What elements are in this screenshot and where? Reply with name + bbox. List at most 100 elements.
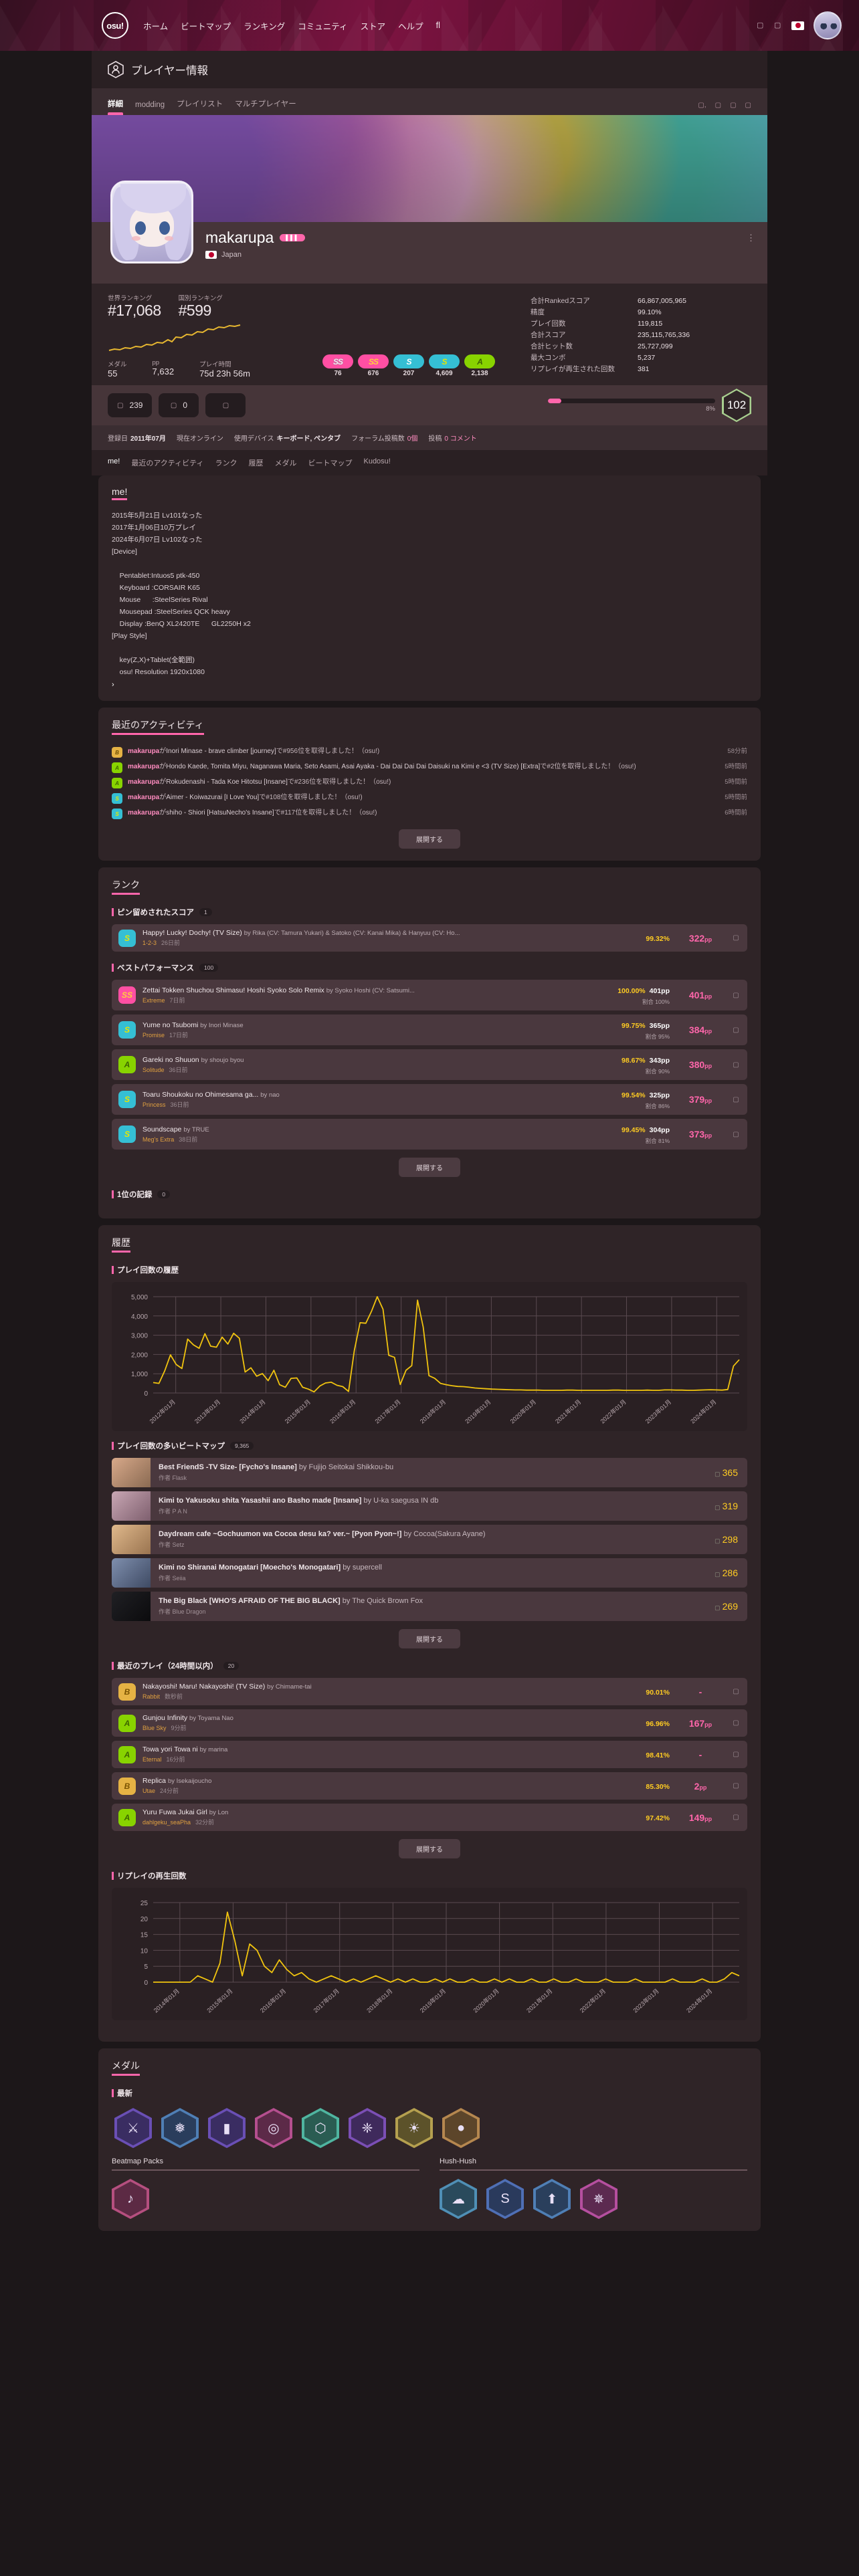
score-row[interactable]: B Nakayoshi! Maru! Nakayoshi! (TV Size) b…	[112, 1678, 747, 1706]
nav-item-store[interactable]: ストア	[360, 21, 386, 31]
svg-text:2013年01月: 2013年01月	[193, 1398, 221, 1424]
tab-playlists[interactable]: プレイリスト	[177, 100, 223, 108]
list-item[interactable]: Daydream cafe ~Gochuumon wa Cocoa desu k…	[112, 1525, 747, 1555]
pack-medal-1-icon[interactable]: ♪	[112, 2179, 149, 2220]
download-replay-icon[interactable]: ▢	[733, 1751, 739, 1759]
list-item[interactable]: Kimi to Yakusoku shita Yasashii ano Bash…	[112, 1491, 747, 1521]
score-grade-badge: S	[118, 1091, 136, 1109]
chevron-right-icon[interactable]: ›	[112, 681, 114, 689]
list-item[interactable]: Best FriendS -TV Size- [Fycho's Insane] …	[112, 1458, 747, 1488]
pp-stat-label: pp	[152, 359, 160, 367]
comments-pill[interactable]: ▢ 0	[159, 393, 199, 418]
registered-value: 2011年07月	[130, 435, 166, 443]
sidebar-item-history[interactable]: 履歴	[248, 459, 264, 468]
sidebar-item-kudosu[interactable]: Kudosu!	[363, 457, 391, 466]
sidebar-item-recent-activity[interactable]: 最近のアクティビティ	[131, 459, 204, 468]
nav-item-extra[interactable]: fl	[436, 21, 440, 30]
supporter-badge[interactable]: ▌▌▌	[280, 234, 306, 241]
score-row[interactable]: A Towa yori Towa ni by marina Eternal 16分前 9…	[112, 1741, 747, 1769]
score-row[interactable]: S Toaru Shoukoku no Ohimesama ga... by na…	[112, 1084, 747, 1115]
download-replay-icon[interactable]: ▢	[733, 1688, 739, 1696]
medal-gem-icon[interactable]: ⬡	[302, 2108, 339, 2149]
medal-scroll-icon[interactable]: ▮	[208, 2108, 246, 2149]
score-main: Zettai Tokken Shuchou Shimasu! Hoshi Syo…	[142, 986, 589, 1004]
score-accuracy: 96.96%	[646, 1719, 670, 1728]
activity-time: 5時間前	[725, 763, 747, 771]
nav-avatar[interactable]	[814, 11, 842, 39]
download-replay-icon[interactable]: ▢	[733, 1814, 739, 1822]
friends-pill[interactable]: ▢ 239	[108, 393, 153, 418]
best-expand-button[interactable]: 展開する	[399, 1158, 460, 1178]
recent-plays-expand-button[interactable]: 展開する	[399, 1839, 460, 1859]
nav-item-home[interactable]: ホーム	[143, 21, 169, 31]
download-replay-icon[interactable]: ▢	[733, 1719, 739, 1727]
hush-ss-icon[interactable]: S	[486, 2179, 524, 2220]
score-title: Happy! Lucky! Dochy! (TV Size) by Rika (…	[142, 929, 460, 938]
score-row[interactable]: SS Zettai Tokken Shuchou Shimasu! Hoshi S…	[112, 980, 747, 1011]
medal-pill[interactable]: ▢	[205, 393, 246, 418]
download-replay-icon[interactable]: ▢	[733, 1095, 739, 1103]
hush-star-icon[interactable]: ✵	[580, 2179, 617, 2220]
tab-multiplayer[interactable]: マルチプレイヤー	[235, 100, 296, 108]
sidebar-item-ranks[interactable]: ランク	[215, 459, 237, 468]
list-item[interactable]: The Big Black [WHO'S AFRAID OF THE BIG B…	[112, 1592, 747, 1622]
osu-mode-icon[interactable]: ▢,	[698, 102, 706, 109]
download-replay-icon[interactable]: ▢	[733, 1026, 739, 1034]
score-row[interactable]: A Gareki no Shuuon by shoujo byou Solitude…	[112, 1049, 747, 1081]
score-row[interactable]: S Soundscape by TRUE Meg's Extra 38日前 99.45%…	[112, 1119, 747, 1150]
nav-item-beatmaps[interactable]: ビートマップ	[181, 21, 231, 31]
tab-details[interactable]: 詳細	[108, 98, 123, 115]
medal-skill-icon[interactable]: ⚔	[114, 2108, 152, 2149]
medal-disc-icon[interactable]: ●	[442, 2108, 480, 2149]
activity-expand-button[interactable]: 展開する	[399, 829, 460, 849]
download-replay-icon[interactable]: ▢	[733, 1061, 739, 1069]
score-row[interactable]: A Yuru Fuwa Jukai Girl by Lon dahlgeku_sea…	[112, 1804, 747, 1832]
flag-jp-icon[interactable]	[791, 21, 804, 30]
download-replay-icon[interactable]: ▢	[733, 1782, 739, 1790]
download-replay-icon[interactable]: ▢	[733, 1130, 739, 1138]
notification-icon[interactable]: ▢	[774, 21, 781, 29]
score-row[interactable]: B Replica by Isekaijoucho Utae 24分前 85.30% 2p…	[112, 1772, 747, 1800]
taiko-mode-icon[interactable]: ▢	[714, 102, 722, 109]
sidebar-item-me[interactable]: me!	[108, 457, 120, 466]
nav-item-community[interactable]: コミュニティ	[298, 21, 348, 31]
kebab-menu-icon[interactable]: ⋮	[747, 233, 755, 243]
nav-item-help[interactable]: ヘルプ	[398, 21, 423, 31]
svg-text:2014年01月: 2014年01月	[238, 1398, 267, 1424]
medal-snow-icon[interactable]: ❅	[161, 2108, 199, 2149]
score-row[interactable]: S Happy! Lucky! Dochy! (TV Size) by Rika …	[112, 924, 747, 952]
osu-logo-icon[interactable]: osu!	[102, 12, 128, 39]
score-accuracy: 85.30%	[646, 1782, 670, 1791]
sidebar-item-medals[interactable]: メダル	[274, 459, 297, 468]
nav-item-rankings[interactable]: ランキング	[244, 21, 286, 31]
medal-sun-icon[interactable]: ☀	[395, 2108, 433, 2149]
svg-text:2019年01月: 2019年01月	[418, 1987, 447, 2013]
score-row[interactable]: A Gunjou Infinity by Toyama Nao Blue Sky 9分…	[112, 1709, 747, 1737]
download-replay-icon[interactable]: ▢	[733, 934, 739, 942]
mania-mode-icon[interactable]: ▢	[745, 102, 751, 109]
tab-modding[interactable]: modding	[135, 101, 165, 109]
user-bar: makarupa ▌▌▌ Japan ⋮	[92, 181, 767, 284]
list-item[interactable]: Kimi no Shiranai Monogatari [Moecho's Mo…	[112, 1558, 747, 1588]
hush-up-icon[interactable]: ⬆	[533, 2179, 571, 2220]
history-card: 履歴 プレイ回数の履歴 0 1,000 2,000 3,000 4,000 5,000 20…	[98, 1225, 761, 2042]
most-played-expand-button[interactable]: 展開する	[399, 1629, 460, 1649]
rank-sparkline-chart	[108, 324, 241, 352]
download-replay-icon[interactable]: ▢	[733, 991, 739, 999]
sidebar-item-beatmaps[interactable]: ビートマップ	[308, 459, 353, 468]
country-flag-icon[interactable]	[205, 251, 217, 259]
hush-cloud-icon[interactable]: ☁	[440, 2179, 477, 2220]
score-subtitle: Princess 36日前	[142, 1101, 189, 1108]
score-row[interactable]: S Yume no Tsubomi by Inori Minase Promise 1…	[112, 1014, 747, 1046]
avatar[interactable]	[110, 181, 193, 263]
level-badge: 102	[722, 389, 751, 423]
medal-feather-icon[interactable]: ❈	[349, 2108, 386, 2149]
chat-icon[interactable]: ▢	[757, 21, 764, 29]
catch-mode-icon[interactable]: ▢	[730, 102, 737, 109]
medal-spiral-icon[interactable]: ◎	[255, 2108, 292, 2149]
